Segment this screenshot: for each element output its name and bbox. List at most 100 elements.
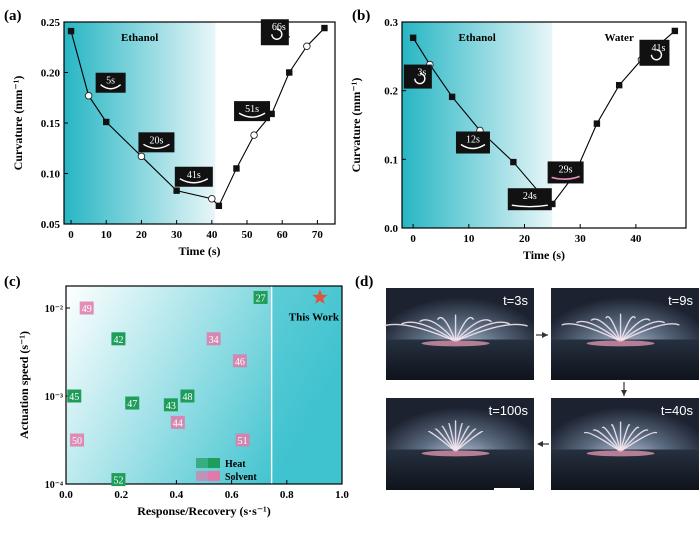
snapshot-time-label: 5s <box>106 76 115 87</box>
panel-label-c: (c) <box>4 274 21 290</box>
base-ring <box>421 340 490 347</box>
y-tick-label: 0.2 <box>384 86 398 98</box>
snapshot-time-label: 51s <box>245 104 259 115</box>
data-point-square <box>103 118 110 126</box>
petal-strip <box>434 428 457 452</box>
time-label: t=9s <box>668 293 693 308</box>
petal-strip <box>455 319 492 342</box>
data-point-label: 50 <box>72 436 82 447</box>
y-axis-label: Actuation speed (s⁻¹) <box>17 331 31 439</box>
petal-strip <box>454 425 470 452</box>
snapshot-inset <box>260 19 289 46</box>
strip-shape-icon <box>460 143 486 150</box>
highlight-region <box>271 286 342 484</box>
data-point-square <box>671 27 679 35</box>
strip-shape-icon <box>414 72 426 85</box>
data-point-circle <box>84 91 93 100</box>
x-tick-label: 0.0 <box>59 489 73 501</box>
legend-label: Heat <box>225 459 246 470</box>
petal-strip <box>561 323 621 342</box>
data-point-solvent <box>70 433 85 447</box>
petal-strip <box>454 422 463 452</box>
data-point-heat <box>180 389 195 403</box>
petal-strip <box>455 428 477 452</box>
data-point-heat <box>111 473 126 487</box>
petal-strip <box>436 316 457 342</box>
panel-b-chart: Ethanol Water 0 10 20 30 40 0.0 0.1 0.2 0.3 Time (s… <box>349 17 687 262</box>
strip-shape-icon <box>650 49 663 61</box>
arrow-head-icon <box>621 390 627 396</box>
data-point-label: 51 <box>238 436 248 447</box>
data-point-label: 52 <box>113 476 123 487</box>
base-ring <box>586 340 655 347</box>
snapshot-inset <box>95 72 126 93</box>
x-tick-label: 10 <box>101 229 113 241</box>
data-point-label: 43 <box>166 401 176 412</box>
data-point-label: 34 <box>209 335 219 346</box>
petal-strip <box>383 323 456 343</box>
base-ring <box>586 450 655 457</box>
x-tick-label: 0 <box>68 229 74 241</box>
snapshot-time-label: 3s <box>417 68 426 79</box>
petal-strip <box>620 431 658 452</box>
y-tick-label: 0.05 <box>41 219 61 231</box>
x-tick-label: 40 <box>630 233 642 245</box>
data-point-solvent <box>206 332 221 346</box>
x-tick-label: 40 <box>206 229 218 241</box>
data-point-label: 44 <box>173 418 183 429</box>
data-point-square <box>409 34 417 41</box>
strip-shape-icon <box>143 143 170 150</box>
snapshot-inset <box>507 188 552 211</box>
petal-strip <box>620 320 666 342</box>
data-point-circle <box>303 42 311 50</box>
data-point-circle <box>137 152 146 161</box>
this-work-star-icon <box>312 289 328 304</box>
petal-strip <box>601 426 622 452</box>
petal-strip <box>592 429 622 452</box>
ethanol-region <box>64 22 216 224</box>
petal-strip <box>620 429 649 452</box>
data-point-label: 45 <box>69 392 79 403</box>
snapshot-inset <box>455 131 490 154</box>
snapshot-time-label: 66s <box>272 22 286 33</box>
scale-bar <box>494 488 520 491</box>
photo-frame: t=100s <box>386 398 534 490</box>
panel-a-chart: EthanolWater0102030405060700.050.100.150… <box>11 17 336 258</box>
x-tick-label: 0.4 <box>170 489 184 501</box>
data-point-heat <box>163 398 178 412</box>
snapshot-time-label: 41s <box>651 43 665 54</box>
petal-strip <box>619 426 640 452</box>
x-tick-label: 30 <box>171 229 183 241</box>
data-point-square <box>233 165 240 172</box>
photo-frame: t=9s <box>551 288 699 380</box>
petal-strip <box>583 431 621 452</box>
data-point-square <box>549 200 556 208</box>
data-point-heat <box>253 290 268 304</box>
time-label: t=40s <box>661 403 694 418</box>
petal-strip <box>610 424 622 452</box>
data-point-square <box>215 202 223 210</box>
x-tick-label: 0.2 <box>114 489 128 501</box>
data-point-square <box>510 158 517 166</box>
data-point-solvent <box>232 354 247 368</box>
data-point-solvent <box>79 301 94 315</box>
x-axis-label: Response/Recovery (s·s⁻¹) <box>137 504 271 518</box>
data-point-label: 27 <box>256 293 266 304</box>
y-tick-label: 10⁻⁴ <box>45 480 63 491</box>
x-axis-label: Time (s) <box>178 244 220 258</box>
y-tick-label: 0.15 <box>41 118 61 130</box>
petal-strip <box>401 321 456 342</box>
legend-swatch <box>196 458 208 468</box>
snapshot-inset <box>639 39 670 66</box>
y-tick-label: 10⁻³ <box>45 392 63 403</box>
plot-frame <box>401 21 687 229</box>
plot-frame <box>65 285 343 485</box>
data-point-square <box>268 110 275 118</box>
strip-shape-icon <box>179 178 209 184</box>
snapshot-time-label: 24s <box>523 191 537 202</box>
y-tick-label: 0.3 <box>384 17 398 29</box>
x-tick-label: 1.0 <box>335 489 349 501</box>
panel-c-chart: 0.0 0.2 0.4 0.6 0.8 1.0 10⁻⁴ 10⁻³ 10⁻² Response/R… <box>17 285 349 518</box>
petal-strip <box>419 319 457 342</box>
